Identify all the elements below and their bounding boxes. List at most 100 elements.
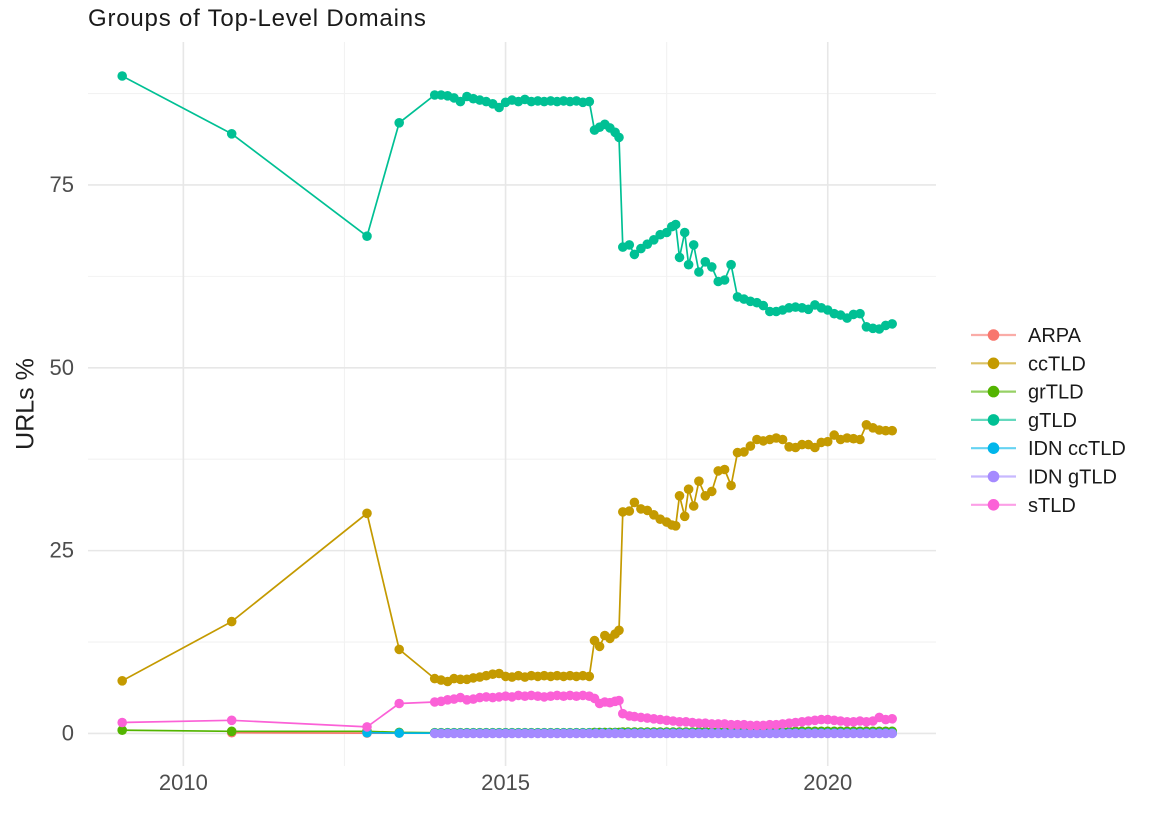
series-lines-layer (121, 75, 893, 735)
y-tick-label: 25 (50, 538, 74, 563)
data-point (700, 257, 711, 267)
legend-key-point (987, 442, 1000, 455)
series-points-cctld (117, 420, 897, 687)
data-point (679, 511, 690, 522)
data-point (777, 434, 788, 445)
series-line-cctld (121, 423, 893, 683)
legend-label: ARPA (1028, 325, 1082, 347)
series-points-stld (117, 690, 897, 732)
series-points-gtld (117, 71, 897, 334)
legend-label: gTLD (1028, 410, 1077, 432)
data-point (887, 714, 897, 724)
data-point (649, 235, 659, 245)
legend-label: IDN gTLD (1028, 467, 1117, 489)
data-point (614, 132, 624, 143)
legend-key-point (987, 329, 1000, 341)
data-point (887, 728, 897, 739)
y-axis-tick-labels: 0 25 50 75 (50, 172, 74, 745)
y-tick-label: 50 (50, 355, 74, 380)
data-point (670, 219, 681, 230)
data-point (707, 486, 717, 497)
y-axis-title: URLs % (11, 358, 40, 450)
data-point (683, 259, 694, 270)
data-point (394, 644, 405, 655)
data-point (745, 441, 756, 451)
data-point (855, 434, 865, 445)
data-point (117, 71, 127, 81)
data-point (584, 671, 595, 682)
data-point (394, 728, 405, 738)
data-point (674, 252, 685, 263)
legend-key-point (987, 499, 1000, 511)
legend-key-point (987, 357, 1000, 370)
legend-item-gtld: gTLD (971, 410, 1077, 432)
series-line-gtld (121, 75, 893, 330)
data-point (584, 96, 595, 107)
legend-item-grtld: grTLD (971, 382, 1084, 404)
data-point (688, 240, 699, 250)
data-point (719, 275, 730, 285)
data-point (494, 102, 504, 113)
legend-item-idn-gtld: IDN gTLD (971, 467, 1117, 489)
data-point (226, 715, 237, 726)
data-point (688, 501, 699, 511)
gridlines-major (88, 42, 936, 766)
data-point (887, 425, 897, 436)
legend-label: grTLD (1028, 382, 1084, 404)
data-point (629, 497, 640, 508)
legend-item-cctld: ccTLD (971, 353, 1086, 375)
data-point (855, 308, 865, 319)
legend-item-arpa: ARPA (971, 325, 1082, 347)
data-point (594, 641, 605, 652)
data-point (117, 676, 127, 686)
data-point (362, 231, 372, 241)
y-tick-label: 75 (50, 172, 74, 197)
data-point (674, 491, 685, 501)
data-point (226, 726, 237, 737)
data-point (758, 300, 769, 311)
data-point (694, 476, 704, 487)
data-point (624, 240, 635, 250)
x-tick-label: 2015 (481, 770, 530, 795)
data-point (117, 725, 127, 735)
series-points-idn-gtld (429, 728, 897, 739)
data-point (670, 521, 681, 531)
legend-key-point (987, 470, 1000, 483)
gridlines-minor (88, 42, 936, 766)
data-point (679, 227, 690, 238)
chart-title: Groups of Top-Level Domains (88, 5, 427, 32)
data-point (822, 436, 833, 447)
data-point (683, 484, 694, 495)
legend-label: IDN ccTLD (1028, 438, 1126, 460)
x-tick-label: 2020 (803, 770, 852, 795)
data-point (694, 267, 704, 277)
legend-item-stld: sTLD (971, 495, 1076, 517)
data-point (624, 506, 635, 516)
data-point (629, 249, 640, 260)
data-point (226, 616, 237, 627)
data-point (117, 717, 127, 728)
data-point (726, 480, 736, 491)
data-point (887, 319, 897, 329)
data-point (726, 259, 736, 270)
data-point (226, 129, 237, 139)
data-point (455, 96, 466, 107)
x-axis-tick-labels: 2010 2015 2020 (159, 770, 852, 795)
data-point (394, 698, 405, 709)
data-point (362, 508, 372, 519)
legend-key-point (987, 385, 1000, 398)
y-tick-label: 0 (62, 720, 74, 745)
data-point (707, 262, 717, 272)
legend-label: sTLD (1028, 495, 1076, 517)
data-point (394, 118, 405, 128)
legend-label: ccTLD (1028, 353, 1086, 375)
data-point (739, 447, 749, 457)
x-tick-label: 2010 (159, 770, 208, 795)
data-point (719, 464, 730, 475)
legend-key-point (987, 414, 1000, 426)
series-points-layer (117, 71, 897, 739)
data-point (614, 625, 624, 636)
legend: ARPA ccTLD grTLD gTLD IDN ccTLD IDN gTLD sTLD (971, 325, 1126, 517)
legend-item-idn-cctld: IDN ccTLD (971, 438, 1126, 460)
